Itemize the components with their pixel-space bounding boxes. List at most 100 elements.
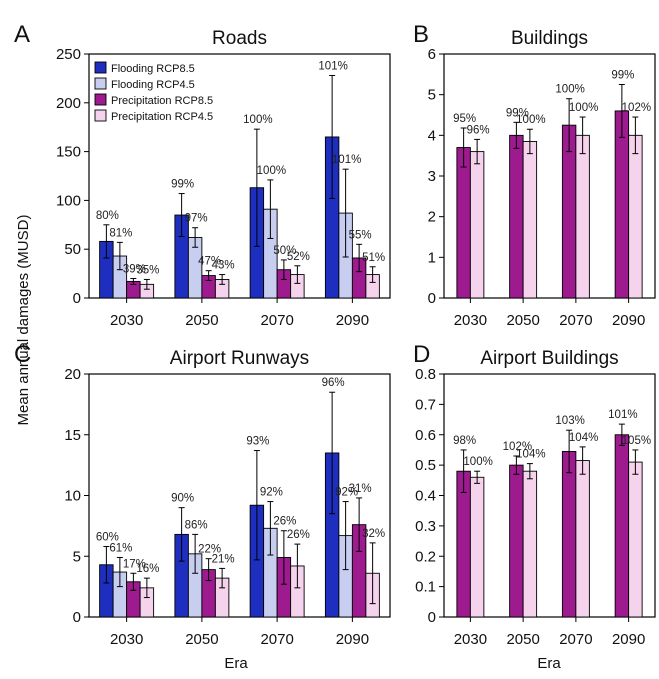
y-tick-label: 0.6 [415, 427, 436, 444]
right-x-axis-label: Era [537, 655, 561, 672]
legend-label: Precipitation RCP8.5 [111, 95, 213, 107]
y-tick-label: 10 [64, 488, 81, 505]
legend-label: Precipitation RCP4.5 [111, 111, 213, 123]
percent-label: 35% [136, 264, 159, 276]
percent-label: 105% [622, 435, 651, 447]
percent-label: 103% [555, 415, 584, 427]
bar [509, 464, 524, 618]
panel-letter: A [14, 21, 30, 48]
percent-label: 102% [503, 441, 532, 453]
y-tick-label: 0.1 [415, 579, 436, 596]
legend-label: Flooding RCP4.5 [111, 79, 195, 91]
y-tick-label: 15 [64, 427, 81, 444]
y-tick-label: 5 [428, 87, 436, 104]
y-tick-label: 1 [428, 249, 436, 266]
percent-label: 99% [611, 70, 634, 82]
percent-label: 101% [332, 154, 361, 166]
category-label: 2070 [260, 312, 293, 329]
percent-label: 86% [185, 519, 208, 531]
category-label: 2030 [110, 631, 143, 648]
panel-letter: D [413, 341, 430, 368]
percent-label: 100% [569, 102, 598, 114]
bar [456, 470, 471, 618]
category-label: 2050 [185, 631, 218, 648]
bar [469, 476, 485, 618]
panel-title: Buildings [511, 28, 588, 49]
y-tick-label: 0 [73, 290, 81, 307]
category-label: 2090 [612, 312, 645, 329]
percent-label: 99% [171, 179, 194, 191]
panel-a: A Roads 0 50 100 150 200 250 2030 80% 81% 39%35% 205… [14, 21, 391, 329]
legend-swatch [94, 109, 107, 122]
percent-label: 101% [608, 409, 637, 421]
y-tick-label: 0 [428, 290, 436, 307]
y-tick-label: 3 [428, 168, 436, 185]
percent-label: 50% [273, 245, 296, 257]
percent-label: 51% [362, 252, 385, 264]
category-label: 2090 [336, 312, 369, 329]
percent-label: 100% [516, 114, 545, 126]
percent-label: 100% [243, 114, 272, 126]
legend-swatch [94, 61, 107, 74]
plot-frame [88, 53, 391, 299]
percent-label: 104% [569, 432, 598, 444]
bar [509, 134, 524, 299]
percent-label: 101% [318, 60, 347, 72]
y-tick-label: 200 [56, 95, 81, 112]
category-label: 2090 [612, 631, 645, 648]
percent-label: 47% [198, 256, 221, 268]
y-tick-label: 150 [56, 144, 81, 161]
percent-label: 97% [185, 213, 208, 225]
y-tick-label: 0.5 [415, 457, 436, 474]
percent-label: 96% [467, 124, 490, 136]
percent-label: 52% [287, 251, 310, 263]
y-tick-label: 4 [428, 127, 436, 144]
panel-title: Roads [212, 28, 267, 49]
bar [469, 151, 485, 299]
category-label: 2070 [260, 631, 293, 648]
y-tick-label: 0.7 [415, 396, 436, 413]
percent-label: 99% [506, 107, 529, 119]
y-tick-label: 0.3 [415, 518, 436, 535]
percent-label: 92% [335, 487, 358, 499]
percent-label: 100% [463, 456, 492, 468]
category-label: 2030 [110, 312, 143, 329]
percent-label: 39% [123, 263, 146, 275]
percent-label: 92% [260, 487, 283, 499]
bar [456, 147, 471, 299]
panel-letter: B [413, 21, 429, 48]
percent-label: 104% [516, 449, 545, 461]
percent-label: 17% [123, 558, 146, 570]
y-tick-label: 5 [73, 548, 81, 565]
y-tick-label: 0.4 [415, 488, 436, 505]
y-tick-label: 6 [428, 46, 436, 63]
percent-label: 80% [96, 210, 119, 222]
panel-b: B Buildings0123456203095%96%205099%100%20… [413, 21, 656, 329]
percent-label: 16% [136, 563, 159, 575]
y-tick-label: 100 [56, 192, 81, 209]
y-tick-label: 2 [428, 209, 436, 226]
bar [628, 134, 643, 299]
legend-label: Flooding RCP8.5 [111, 63, 195, 75]
panel-title: Airport Runways [170, 348, 309, 369]
category-label: 2030 [454, 631, 487, 648]
bar [628, 461, 643, 618]
percent-label: 31% [349, 483, 372, 495]
panel-c: C Airport Runways 0 5 10 15 20 2030 60%61% 17%16%… [14, 341, 391, 648]
y-tick-label: 0 [428, 609, 436, 626]
category-label: 2050 [506, 631, 539, 648]
bar [522, 470, 538, 618]
category-label: 2090 [336, 631, 369, 648]
percent-label: 102% [622, 102, 651, 114]
left-x-axis-label: Era [224, 655, 248, 672]
y-tick-label: 250 [56, 46, 81, 63]
percent-label: 96% [322, 377, 345, 389]
y-tick-label: 0.8 [415, 366, 436, 383]
bar [614, 110, 630, 299]
legend-swatch [94, 93, 107, 106]
bar [575, 460, 590, 618]
percent-label: 95% [453, 113, 476, 125]
y-tick-label: 20 [64, 366, 81, 383]
percent-label: 32% [362, 528, 385, 540]
